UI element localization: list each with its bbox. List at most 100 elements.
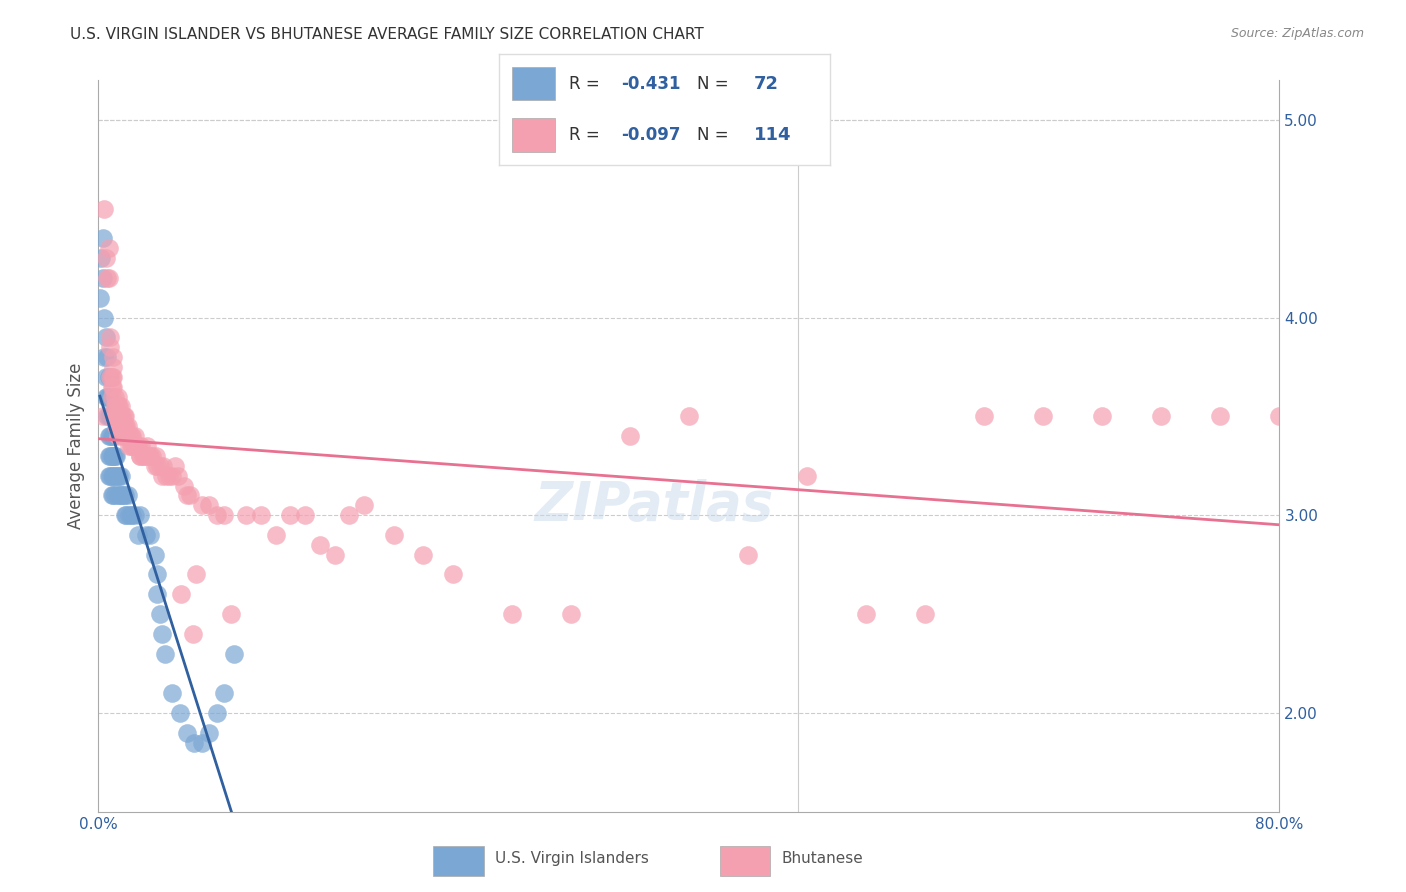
Point — [93, 310, 115, 325]
Point — [98, 330, 121, 344]
Bar — [720, 847, 770, 876]
Point — [104, 488, 127, 502]
Point — [170, 587, 193, 601]
Point — [96, 350, 118, 364]
Point — [91, 271, 114, 285]
Point — [107, 390, 129, 404]
Point — [97, 241, 120, 255]
Point — [219, 607, 242, 621]
Point — [135, 449, 157, 463]
Point — [139, 449, 162, 463]
Text: Source: ZipAtlas.com: Source: ZipAtlas.com — [1230, 27, 1364, 40]
Point — [111, 409, 134, 424]
Point — [105, 468, 128, 483]
Point — [97, 409, 120, 424]
Point — [103, 359, 125, 374]
Text: U.S. Virgin Islanders: U.S. Virgin Islanders — [495, 851, 648, 866]
Point — [97, 271, 120, 285]
Point — [100, 390, 122, 404]
Point — [198, 725, 221, 739]
Point — [323, 548, 346, 562]
Point — [104, 409, 127, 424]
Point — [855, 607, 877, 621]
Point — [167, 468, 190, 483]
Point — [114, 409, 136, 424]
Point — [117, 419, 139, 434]
Point — [124, 429, 146, 443]
Point — [183, 735, 205, 749]
Point — [250, 508, 273, 523]
Point — [118, 439, 141, 453]
Point — [100, 429, 122, 443]
Point — [173, 478, 195, 492]
Point — [114, 508, 136, 523]
Point — [108, 488, 131, 502]
Point — [264, 528, 287, 542]
Point — [98, 369, 121, 384]
Point — [198, 498, 221, 512]
Text: N =: N = — [697, 126, 734, 144]
Point — [165, 458, 187, 473]
Bar — [512, 119, 555, 152]
Point — [138, 449, 160, 463]
Point — [114, 488, 136, 502]
Point — [382, 528, 405, 542]
Text: R =: R = — [568, 126, 605, 144]
Point — [111, 419, 134, 434]
Point — [111, 429, 134, 443]
Point — [107, 400, 129, 414]
Point — [110, 488, 132, 502]
Point — [103, 468, 125, 483]
Point — [94, 330, 117, 344]
Point — [1032, 409, 1054, 424]
Text: -0.097: -0.097 — [621, 126, 681, 144]
Point — [122, 439, 145, 453]
Point — [100, 369, 122, 384]
Point — [103, 380, 125, 394]
Point — [89, 291, 111, 305]
Point — [110, 468, 132, 483]
Point — [143, 548, 166, 562]
Point — [150, 627, 173, 641]
Text: 72: 72 — [754, 75, 779, 93]
Point — [135, 528, 157, 542]
Point — [108, 400, 131, 414]
Point — [103, 488, 125, 502]
Point — [157, 468, 180, 483]
Point — [737, 548, 759, 562]
Point — [560, 607, 582, 621]
Point — [212, 686, 235, 700]
Point — [112, 409, 135, 424]
Point — [191, 498, 214, 512]
Bar — [512, 67, 555, 101]
Text: ZIPatlas: ZIPatlas — [534, 478, 773, 531]
Point — [184, 567, 207, 582]
Point — [235, 508, 257, 523]
Point — [146, 587, 169, 601]
Text: U.S. VIRGIN ISLANDER VS BHUTANESE AVERAGE FAMILY SIZE CORRELATION CHART: U.S. VIRGIN ISLANDER VS BHUTANESE AVERAG… — [70, 27, 704, 42]
Point — [1268, 409, 1291, 424]
Point — [91, 409, 114, 424]
Point — [100, 409, 122, 424]
Point — [97, 429, 120, 443]
Point — [98, 429, 121, 443]
Point — [97, 369, 120, 384]
Text: R =: R = — [568, 75, 605, 93]
Point — [104, 449, 127, 463]
Text: 114: 114 — [754, 126, 792, 144]
Point — [94, 251, 117, 265]
Point — [100, 468, 122, 483]
Point — [94, 390, 117, 404]
Point — [111, 488, 134, 502]
Point — [103, 429, 125, 443]
Point — [105, 409, 128, 424]
Point — [98, 409, 121, 424]
Point — [96, 409, 118, 424]
Point — [412, 548, 434, 562]
Point — [98, 468, 121, 483]
Point — [309, 538, 332, 552]
Point — [121, 439, 143, 453]
Point — [100, 449, 122, 463]
Point — [176, 488, 198, 502]
Point — [107, 419, 129, 434]
